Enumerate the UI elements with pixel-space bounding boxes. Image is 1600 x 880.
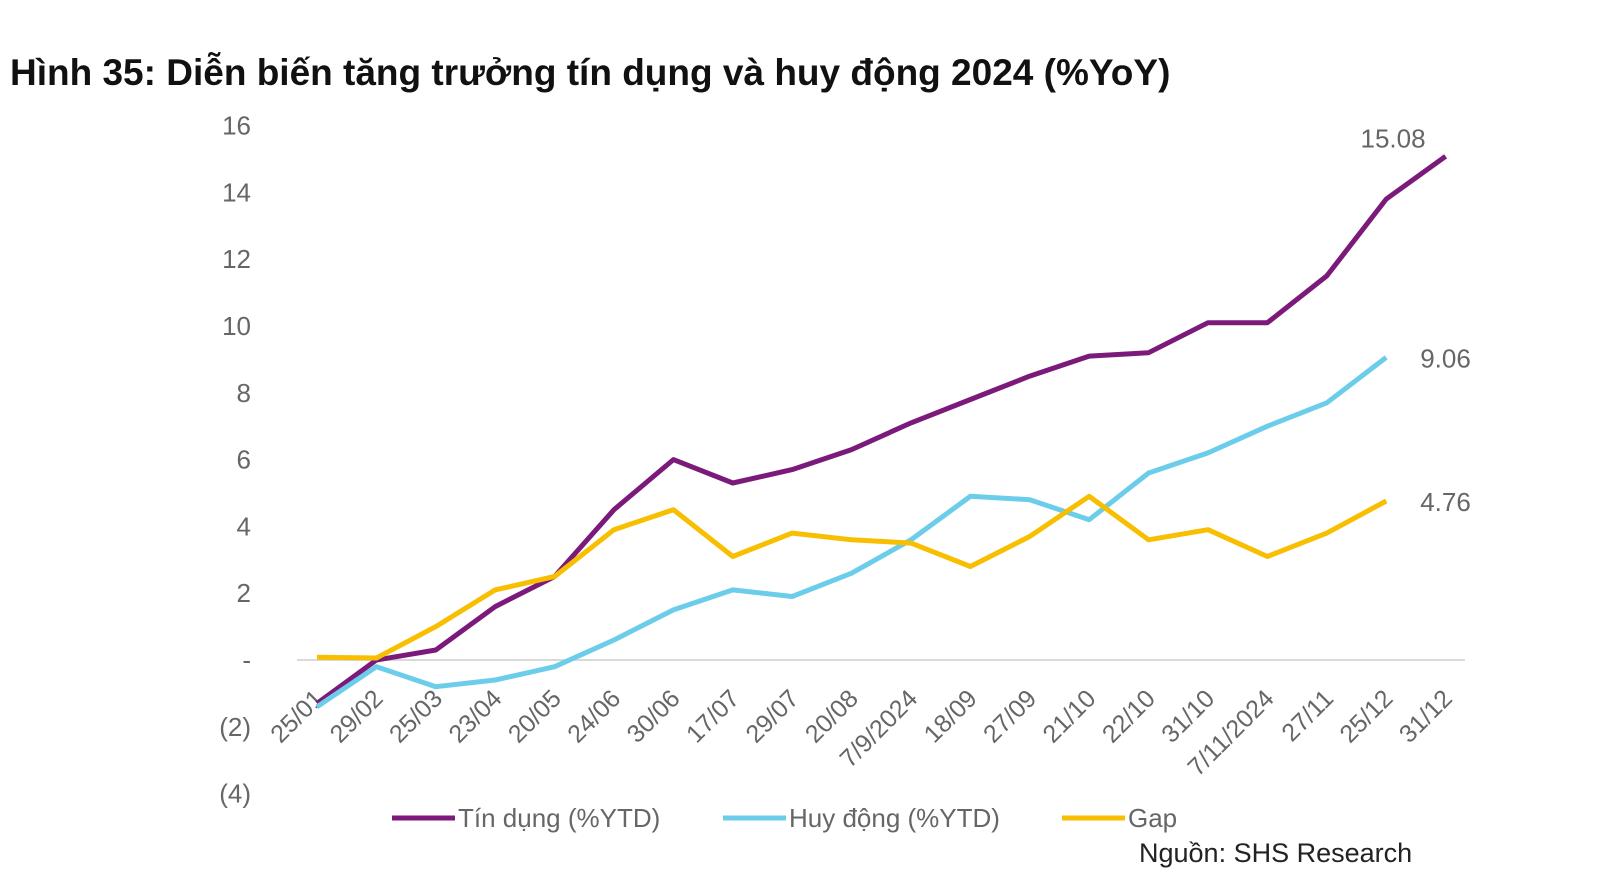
- y-tick-label: 6: [237, 445, 251, 475]
- chart-title: Hình 35: Diễn biến tăng trưởng tín dụng …: [10, 52, 1171, 93]
- y-tick-label: (4): [219, 779, 251, 809]
- y-tick-label: 10: [222, 311, 251, 341]
- series-line-credit: [315, 154, 1448, 706]
- data-label-mobilization: 9.06: [1420, 343, 1471, 373]
- x-tick-label: 25/12: [1334, 684, 1398, 748]
- y-tick-label: 8: [237, 378, 251, 408]
- x-tick-label: 25/01: [265, 684, 329, 748]
- legend-label-gap: Gap: [1128, 803, 1177, 833]
- x-tick-label: 29/07: [740, 684, 804, 748]
- series-line-gap: [316, 493, 1388, 661]
- y-tick-label: (2): [219, 712, 251, 742]
- legend-label-mobilization: Huy động (%YTD): [789, 803, 1000, 833]
- x-tick-label: 31/12: [1394, 684, 1458, 748]
- x-tick-label: 18/09: [919, 684, 983, 748]
- x-tick-label: 24/06: [562, 684, 626, 748]
- y-tick-label: 14: [222, 177, 251, 207]
- legend-label-credit: Tín dụng (%YTD): [458, 803, 660, 833]
- x-tick-label: 30/06: [622, 684, 686, 748]
- x-tick-label: 27/11: [1276, 684, 1339, 747]
- y-tick-label: -: [242, 645, 251, 675]
- x-tick-label: 25/03: [384, 684, 448, 748]
- y-tick-label: 12: [222, 244, 251, 274]
- y-tick-label: 2: [237, 578, 251, 608]
- series-line-mobilization: [315, 355, 1388, 709]
- x-tick-label: 27/09: [978, 684, 1042, 748]
- data-label-credit: 15.08: [1361, 123, 1426, 153]
- x-tick-label: 17/07: [681, 684, 745, 748]
- x-tick-label: 22/10: [1097, 684, 1161, 748]
- y-tick-label: 16: [222, 111, 251, 141]
- x-tick-label: 23/04: [443, 684, 507, 748]
- data-label-gap: 4.76: [1420, 487, 1471, 517]
- x-tick-label: 20/05: [503, 684, 567, 748]
- x-tick-label: 21/10: [1037, 684, 1101, 748]
- y-tick-label: 4: [237, 511, 251, 541]
- source-note: Nguồn: SHS Research: [1139, 838, 1413, 868]
